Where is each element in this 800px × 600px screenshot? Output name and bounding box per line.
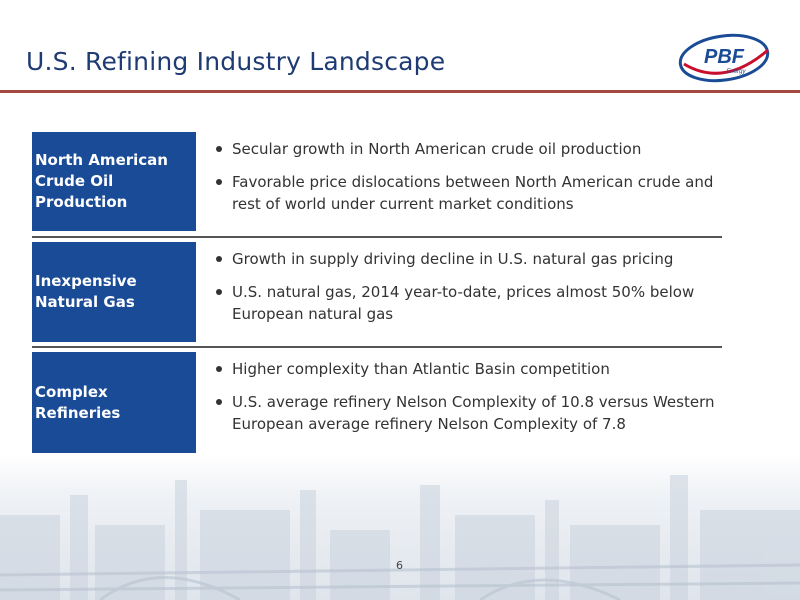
bullet-list-complex-refineries: Higher complexity than Atlantic Basin co… <box>216 358 726 446</box>
bullet-item: Growth in supply driving decline in U.S.… <box>216 248 726 270</box>
refinery-background-image <box>0 455 800 600</box>
bullet-item: Secular growth in North American crude o… <box>216 138 726 160</box>
label-line: Crude Oil <box>35 172 114 190</box>
bullet-list-crude-oil: Secular growth in North American crude o… <box>216 138 726 226</box>
label-line: Inexpensive <box>35 272 137 290</box>
title-rule <box>0 90 800 93</box>
pbf-logo: PBF Energy <box>678 33 770 83</box>
bullet-item: U.S. natural gas, 2014 year-to-date, pri… <box>216 281 726 325</box>
label-line: North American <box>35 151 168 169</box>
bullet-item: U.S. average refinery Nelson Complexity … <box>216 391 726 435</box>
slide-title: U.S. Refining Industry Landscape <box>26 47 446 76</box>
label-line: Complex Refineries <box>35 382 121 422</box>
row-separator <box>32 236 722 238</box>
row-label-crude-oil: North American Crude Oil Production <box>32 132 196 231</box>
row-label-natural-gas: Inexpensive Natural Gas <box>32 242 196 342</box>
row-label-complex-refineries: Complex Refineries <box>32 352 196 453</box>
bullet-item: Higher complexity than Atlantic Basin co… <box>216 358 726 380</box>
bullet-item: Favorable price dislocations between Nor… <box>216 171 726 215</box>
label-line: Production <box>35 193 128 211</box>
logo-text: PBF <box>704 46 745 68</box>
logo-subtext: Energy <box>726 69 746 75</box>
row-separator <box>32 346 722 348</box>
label-line: Natural Gas <box>35 293 135 311</box>
refinery-silhouette <box>0 475 800 600</box>
bullet-list-natural-gas: Growth in supply driving decline in U.S.… <box>216 248 726 336</box>
page-number: 6 <box>396 559 403 572</box>
